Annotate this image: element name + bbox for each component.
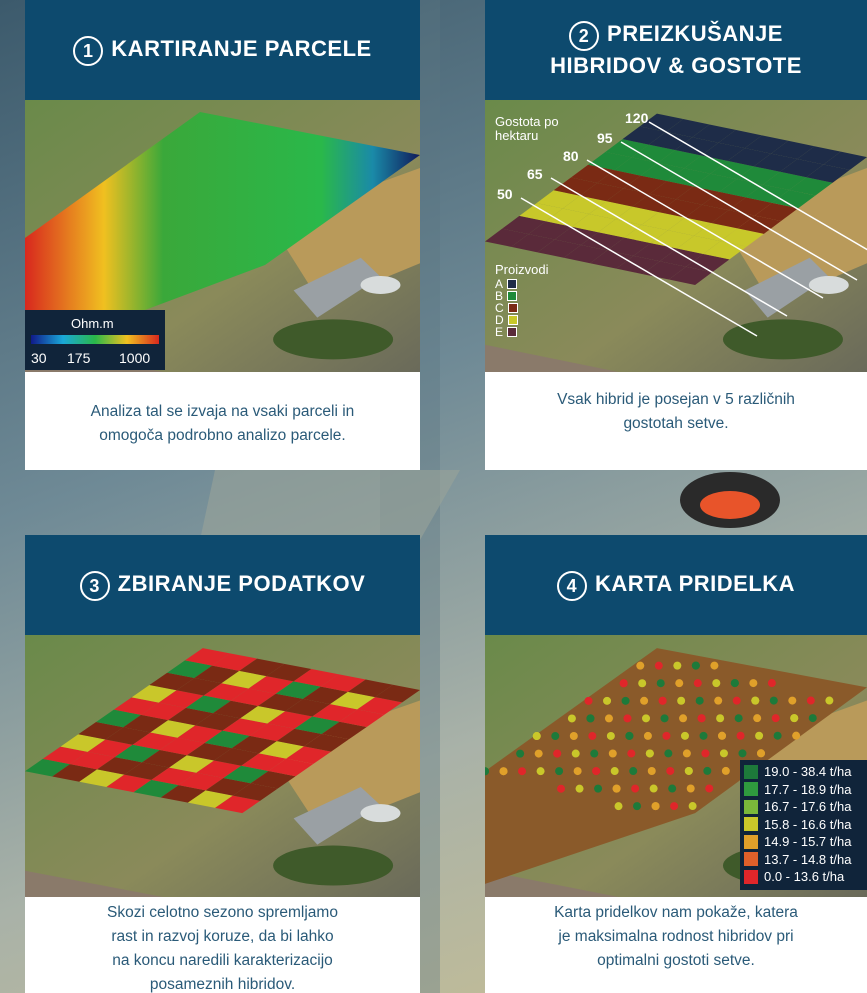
product-name: D — [495, 313, 504, 327]
panel-header: 3 ZBIRANJE PODATKOV — [25, 535, 420, 635]
legend-tick-label: 1000 — [119, 350, 151, 366]
legend-gradient — [31, 335, 159, 344]
step-number: 2 — [569, 20, 600, 51]
density-value: 95 — [597, 130, 613, 146]
product-swatch — [507, 279, 518, 289]
legend-tick-label: 175 — [67, 350, 91, 366]
caption-line: Karta pridelkov nam pokaže, katera — [554, 904, 798, 921]
product-name: C — [495, 301, 504, 315]
legend-unit: Ohm.m — [71, 316, 114, 331]
product-row: B — [495, 289, 518, 303]
title-line: 1 KARTIRANJE PARCELE — [73, 34, 372, 66]
density-label: Gostota po — [495, 114, 559, 129]
title-line: 2 PREIZKUŠANJE — [569, 19, 783, 51]
legend-swatch — [744, 869, 758, 884]
density-value: 80 — [563, 148, 579, 164]
caption-line: posameznih hibridov. — [149, 976, 296, 993]
product-swatch — [507, 303, 518, 313]
caption-line: je maksimalna rodnost hibridov pri — [558, 928, 794, 945]
product-name: E — [495, 325, 504, 339]
panel: 2 PREIZKUŠANJE HIBRIDOV & GOSTOTE Gostota p… — [485, 0, 867, 470]
product-swatch — [507, 315, 518, 325]
panel: 3 ZBIRANJE PODATKOV Skozi celotno sezono s… — [25, 535, 420, 993]
legend: 19.0 - 38.4 t/ha 17.7 - 18.9 t/ha 16.7 - 1… — [740, 760, 867, 890]
legend: Ohm.m 30 175 1000 — [25, 310, 165, 370]
caption-box: Analiza tal se izvaja na vsaki parceli i… — [25, 372, 420, 470]
caption-box: Vsak hibrid je posejan v 5 različnih gost… — [485, 372, 867, 470]
legend-row: 14.9 - 15.7 t/ha — [744, 834, 851, 849]
title-line: 3 ZBIRANJE PODATKOV — [79, 569, 366, 601]
legend-row: 16.7 - 17.6 t/ha — [744, 799, 851, 814]
product-row: C — [495, 302, 518, 314]
legend-tick-label: 30 — [31, 350, 47, 366]
legend-label: 14.9 - 15.7 t/ha — [764, 834, 852, 849]
panel-header: 1 KARTIRANJE PARCELE — [25, 0, 420, 100]
legend-swatch — [744, 782, 758, 796]
caption-box: Skozi celotno sezono spremljamo rast in r… — [25, 897, 420, 993]
panel: 1 KARTIRANJE PARCELE Ohm.m 30 175 1000 Analiza… — [25, 0, 420, 470]
legend-swatch — [744, 799, 758, 814]
panel-title: HIBRIDOV & GOSTOTE — [550, 52, 802, 78]
caption-line: Skozi celotno sezono spremljamo — [107, 904, 338, 921]
title-line: HIBRIDOV & GOSTOTE — [550, 51, 802, 81]
legend-row: 0.0 - 13.6 t/ha — [744, 869, 844, 884]
caption-line: na koncu naredili karakterizacijo — [112, 952, 333, 969]
product-swatch — [507, 291, 518, 301]
caption-line: rast in razvoj koruze, da bi lahko — [111, 928, 334, 945]
field-image — [25, 635, 420, 897]
legend-swatch — [744, 764, 758, 779]
legend-swatch — [744, 834, 758, 849]
legend-row: 19.0 - 38.4 t/ha — [744, 764, 851, 779]
density-value: 65 — [527, 166, 543, 182]
panel-header: 2 PREIZKUŠANJE HIBRIDOV & GOSTOTE — [485, 0, 867, 100]
legend-swatch — [744, 852, 758, 866]
product-swatch — [507, 327, 518, 337]
caption-box: Karta pridelkov nam pokaže, katera je mak… — [485, 897, 867, 993]
products-label: Proizvodi — [495, 262, 549, 277]
legend-label: 0.0 - 13.6 t/ha — [764, 869, 845, 884]
product-name: B — [495, 289, 504, 303]
legend-label: 16.7 - 17.6 t/ha — [764, 799, 852, 814]
legend-row: 13.7 - 14.8 t/ha — [744, 852, 851, 867]
density-value: 120 — [625, 110, 649, 126]
panel-title: KARTIRANJE PARCELE — [111, 36, 372, 62]
legend-label: 17.7 - 18.9 t/ha — [764, 781, 852, 797]
legend-swatch — [744, 817, 758, 831]
legend-label: 15.8 - 16.6 t/ha — [764, 816, 852, 832]
panel-title: PREIZKUŠANJE — [607, 21, 783, 47]
product-row: E — [495, 325, 518, 339]
caption-line: Analiza tal se izvaja na vsaki parceli i… — [90, 403, 355, 420]
caption-line: omogoča podrobno analizo parcele. — [99, 427, 346, 444]
product-name: A — [495, 277, 504, 291]
caption-line: optimalni gostoti setve. — [597, 952, 755, 969]
legend-label: 13.7 - 14.8 t/ha — [764, 851, 852, 867]
caption-line: Vsak hibrid je posejan v 5 različnih — [557, 391, 795, 408]
legend-label: 19.0 - 38.4 t/ha — [764, 764, 852, 779]
panel: 4 KARTA PRIDELKA 19.0 - 38.4 t/ha 17.7 - 18… — [485, 535, 867, 993]
legend-row: 17.7 - 18.9 t/ha — [744, 782, 851, 797]
panel-header: 4 KARTA PRIDELKA — [485, 535, 867, 635]
step-number: 1 — [73, 35, 104, 66]
density-label: hektaru — [495, 128, 539, 143]
density-value: 50 — [497, 186, 513, 202]
product-row: D — [495, 314, 518, 326]
legend-row: 15.8 - 16.6 t/ha — [744, 817, 851, 832]
caption-line: gostotah setve. — [623, 415, 729, 432]
title-line: 4 KARTA PRIDELKA — [556, 569, 796, 601]
panel-title: ZBIRANJE PODATKOV — [117, 571, 366, 597]
step-number: 3 — [79, 570, 110, 601]
step-number: 4 — [556, 570, 587, 601]
panel-title: KARTA PRIDELKA — [594, 571, 796, 597]
product-row: A — [495, 277, 518, 291]
field-image — [485, 100, 867, 372]
